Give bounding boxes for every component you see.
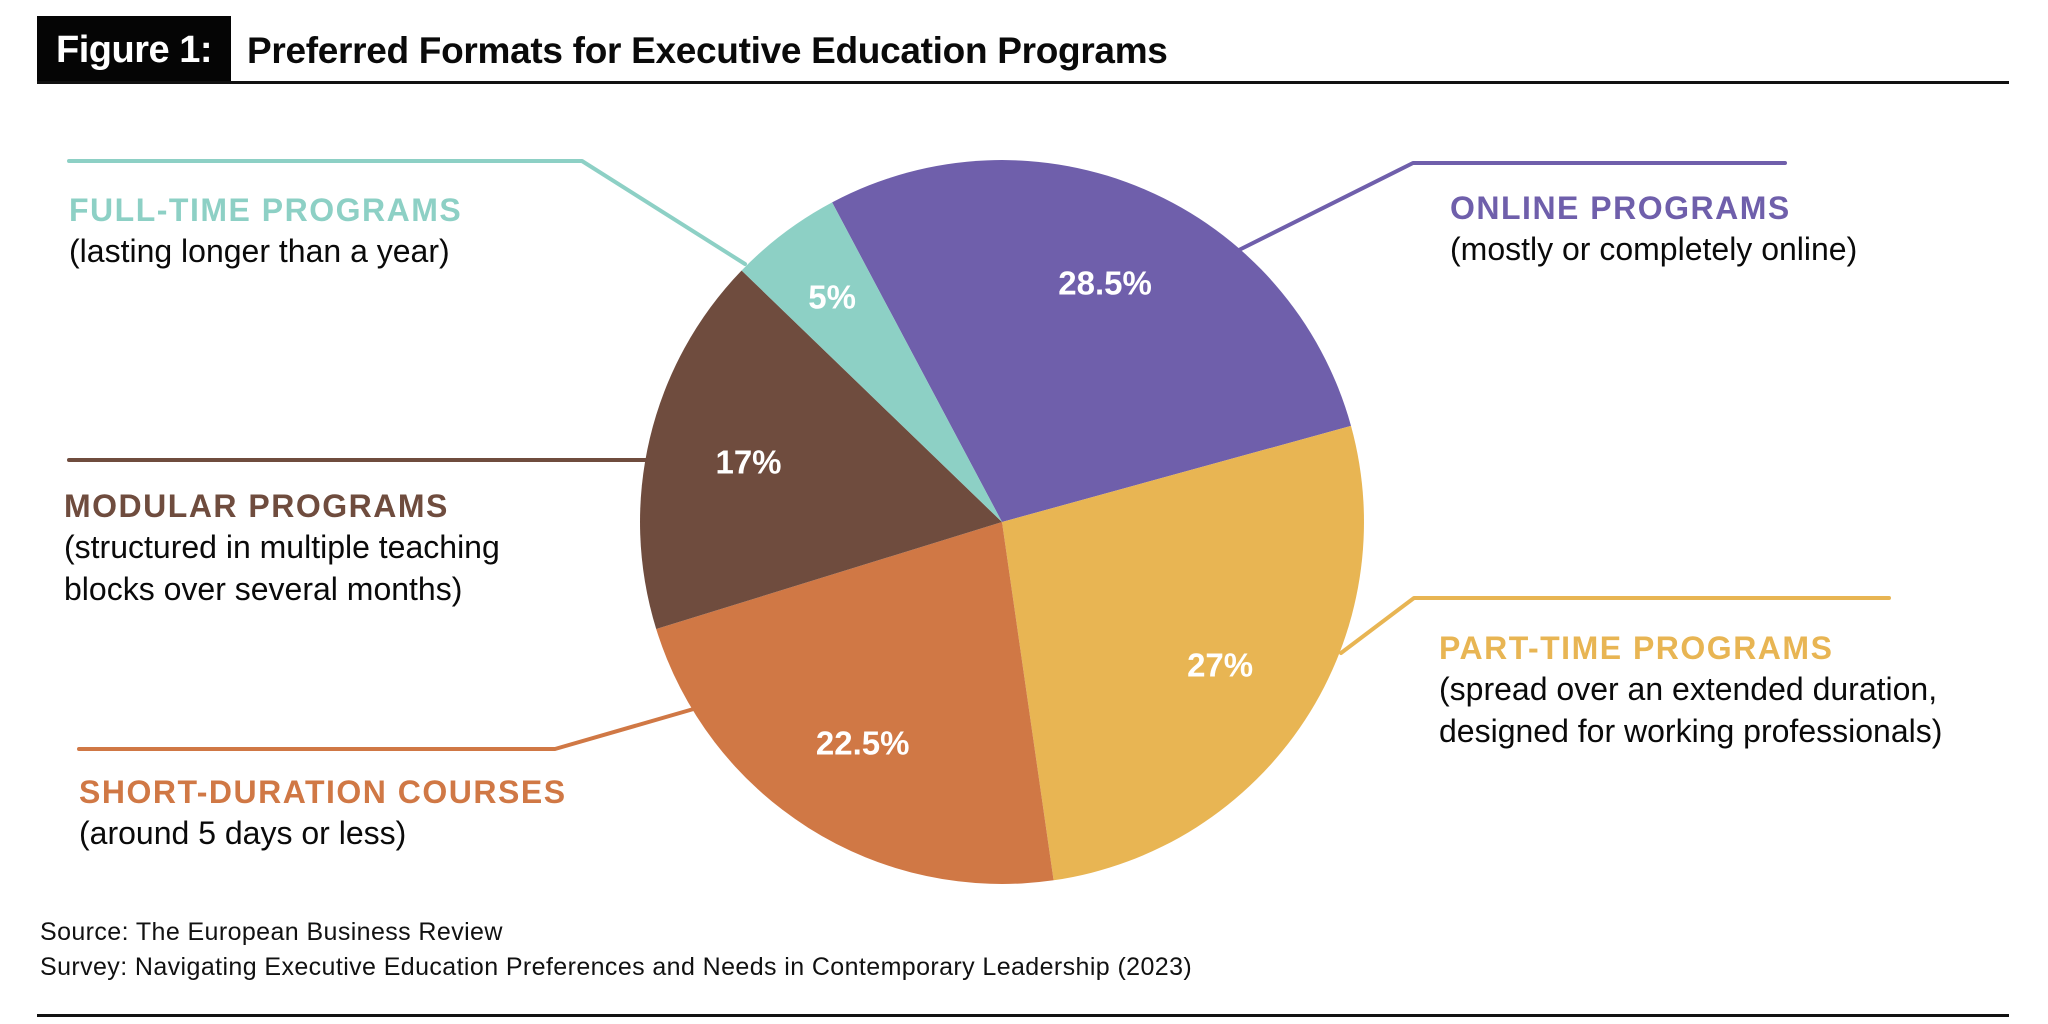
- pie-value-label-modular: 17%: [715, 444, 781, 481]
- chart-title: Preferred Formats for Executive Educatio…: [247, 30, 1168, 71]
- label-online-name: ONLINE PROGRAMS: [1450, 190, 1791, 226]
- label-modular-description-line-1: (structured in multiple teaching: [64, 529, 500, 565]
- pie-value-label-part-time: 27%: [1187, 647, 1253, 684]
- pie-slice-part-time: [1002, 425, 1364, 881]
- leader-line-online: [1235, 161, 1787, 253]
- label-part-time-description-line-1: (spread over an extended duration,: [1439, 671, 1938, 707]
- pie-value-label-full-time: 5%: [808, 279, 856, 316]
- pie-slice-online: [832, 160, 1351, 522]
- bottom-rule: [37, 1014, 2009, 1017]
- label-short-duration: SHORT-DURATION COURSES (around 5 days or…: [79, 772, 567, 854]
- label-full-time-name: FULL-TIME PROGRAMS: [69, 192, 463, 228]
- label-modular-name: MODULAR PROGRAMS: [64, 488, 449, 524]
- pie-value-label-short-duration: 22.5%: [816, 724, 910, 761]
- label-short-duration-name: SHORT-DURATION COURSES: [79, 774, 567, 810]
- source-text: Source: The European Business Review: [40, 918, 503, 946]
- label-full-time-description: (lasting longer than a year): [69, 233, 450, 269]
- label-modular: MODULAR PROGRAMS (structured in multiple…: [64, 486, 500, 610]
- pie-slice-modular: [640, 270, 1002, 629]
- survey-text: Survey: Navigating Executive Education P…: [40, 953, 1193, 981]
- pie-value-label-online: 28.5%: [1058, 265, 1152, 302]
- leader-line-part-time: [1339, 596, 1891, 655]
- label-part-time: PART-TIME PROGRAMS (spread over an exten…: [1439, 628, 1942, 752]
- pie-slice-short-duration: [656, 522, 1054, 884]
- label-short-duration-description: (around 5 days or less): [79, 815, 407, 851]
- label-online: ONLINE PROGRAMS (mostly or completely on…: [1450, 188, 1857, 270]
- label-modular-description-line-2: blocks over several months): [64, 571, 463, 607]
- figure-number-badge: Figure 1:: [37, 16, 231, 84]
- leader-line-short-duration: [77, 706, 699, 751]
- label-part-time-description-line-2: designed for working professionals): [1439, 713, 1943, 749]
- pie-slice-full-time: [741, 202, 1002, 522]
- leader-line-full-time: [67, 159, 747, 266]
- title-rule: [37, 81, 2009, 84]
- label-online-description: (mostly or completely online): [1450, 231, 1858, 267]
- label-full-time: FULL-TIME PROGRAMS (lasting longer than …: [69, 190, 462, 272]
- label-part-time-name: PART-TIME PROGRAMS: [1439, 630, 1834, 666]
